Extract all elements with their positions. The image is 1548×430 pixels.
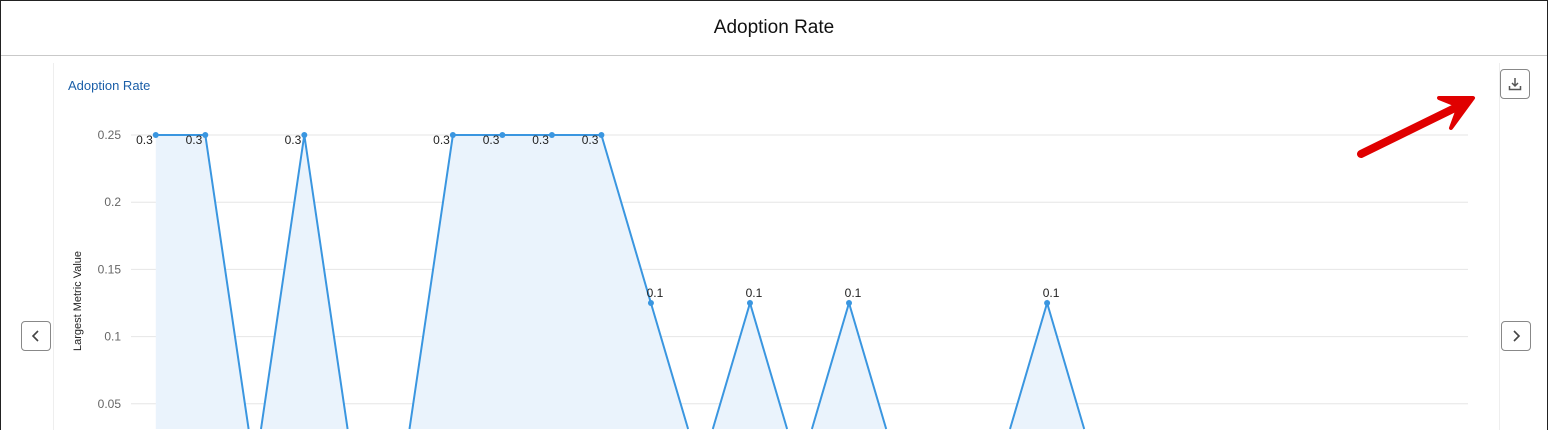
data-label: 0.3 — [186, 133, 203, 147]
download-button[interactable] — [1500, 69, 1530, 99]
chevron-left-icon — [31, 330, 39, 342]
chart-panel — [53, 63, 1500, 430]
y-axis-label: Largest Metric Value — [72, 251, 84, 351]
data-label: 0.3 — [285, 133, 302, 147]
chevron-right-icon — [1513, 330, 1521, 342]
data-label: 0.1 — [746, 286, 763, 300]
y-tick-label: 0.1 — [104, 330, 121, 344]
chart-title: Adoption Rate — [68, 78, 151, 93]
data-point — [746, 300, 753, 306]
y-tick-label: 0.15 — [98, 262, 122, 276]
page-title: Adoption Rate — [713, 17, 835, 38]
next-button[interactable] — [1501, 321, 1531, 351]
data-label: 0.3 — [483, 133, 500, 147]
y-tick-label: 0.05 — [98, 397, 122, 411]
page-header: Adoption Rate — [1, 1, 1547, 56]
data-label: 0.1 — [845, 286, 862, 300]
previous-button[interactable] — [21, 321, 51, 351]
data-label: 0.3 — [532, 133, 549, 147]
data-label: 0.1 — [1043, 286, 1060, 300]
y-tick-label: 0.25 — [98, 128, 122, 142]
data-label: 0.1 — [647, 286, 664, 300]
data-point — [846, 300, 853, 306]
data-point — [499, 132, 506, 138]
data-point — [301, 132, 308, 138]
data-point — [1044, 300, 1051, 306]
area-fill — [155, 135, 1085, 429]
data-label: 0.3 — [433, 133, 450, 147]
data-point — [598, 132, 605, 138]
data-point — [152, 132, 159, 138]
download-icon — [1508, 78, 1522, 91]
data-point — [202, 132, 209, 138]
data-point — [449, 132, 456, 138]
y-tick-label: 0.2 — [104, 195, 121, 209]
annotation-arrow-icon — [1357, 96, 1475, 158]
data-point — [647, 300, 654, 306]
data-label: 0.3 — [582, 133, 599, 147]
data-label: 0.3 — [136, 133, 153, 147]
data-point — [548, 132, 555, 138]
